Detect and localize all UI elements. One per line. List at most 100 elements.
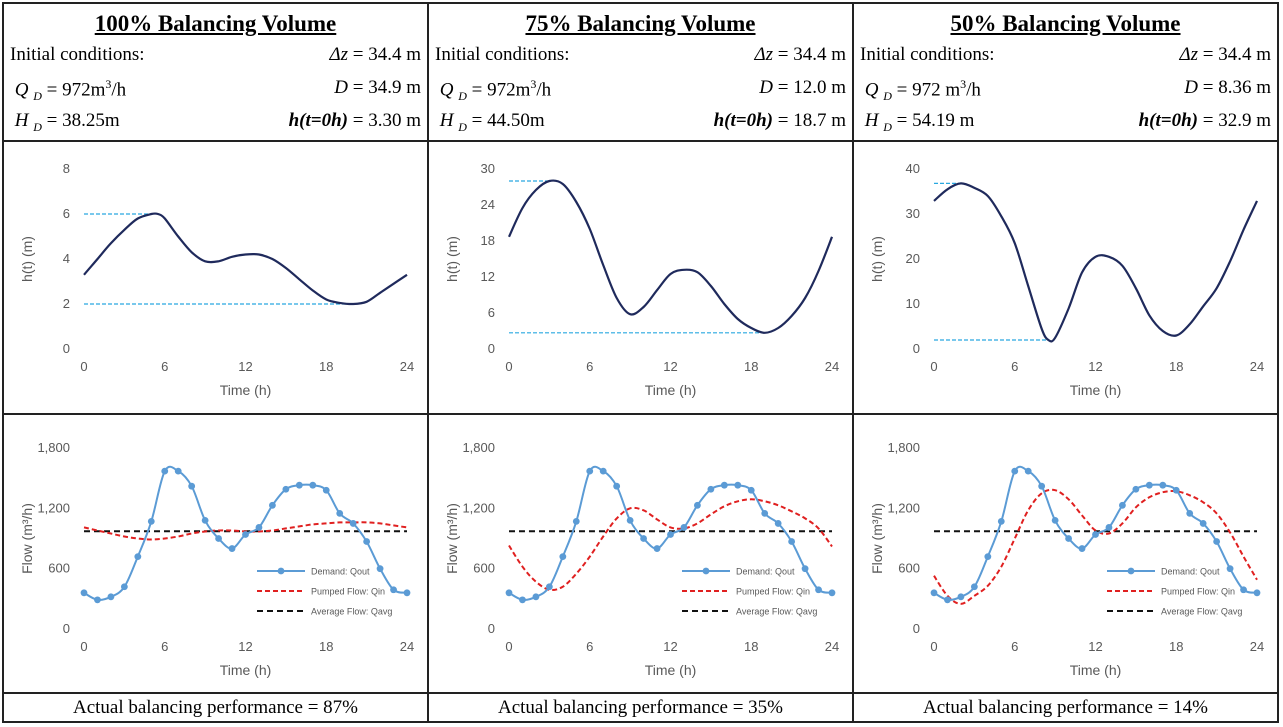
flow-chart-cell: 0 600 1,200 1,800 0 6 12 18 24 Time (h) Flow (m³/h… (4, 415, 427, 694)
x-tick-label: 12 (1088, 359, 1102, 374)
design-flow-value: Q D = 972m3/h (10, 77, 126, 104)
demand-point (363, 538, 371, 545)
initial-conditions-label: Initial conditions: (10, 44, 145, 65)
chart-svg: 0 600 1,200 1,800 0 6 12 18 24 Time (h) Flow (m³/h… (19, 440, 414, 678)
demand-point (1119, 501, 1126, 509)
demand-point (94, 596, 101, 604)
legend-pumped-label: Pumped Flow: Qin (736, 587, 810, 597)
tank-level-chart-cell: 0 6 12 18 24 30 0 6 12 18 24 Time (h) h(t) (m) (429, 142, 852, 415)
balancing-performance: Actual balancing performance = 87% (72, 697, 359, 718)
d-symbol: D (334, 77, 348, 98)
demand-point (376, 565, 384, 573)
demand-point (747, 486, 755, 494)
x-tick-label: 18 (319, 639, 333, 654)
design-flow-number: = 972m (471, 79, 531, 101)
legend-pumped-label: Pumped Flow: Qin (311, 587, 385, 597)
design-head-number: = 44.50m (471, 110, 545, 131)
demand-point (694, 501, 701, 509)
x-axis-label: Time (h) (645, 382, 697, 398)
legend-demand-marker (277, 567, 285, 575)
demand-point (336, 509, 344, 517)
design-flow-value: Q D = 972 m3/h (860, 77, 981, 104)
x-tick-label: 18 (744, 639, 758, 654)
demand-point (120, 583, 128, 591)
initial-level-number: = 18.7 m (777, 110, 846, 131)
demand-point (828, 589, 836, 597)
chart-svg: 0 600 1,200 1,800 0 6 12 18 24 Time (h) Flow (m³/h… (869, 440, 1264, 678)
y-axis-label: Flow (m³/h) (444, 503, 460, 574)
y-tick-label: 1,200 (887, 500, 920, 515)
design-flow-number: = 972 m (896, 79, 961, 101)
demand-point (1159, 481, 1167, 489)
diameter-value: D = 8.36 m (1184, 77, 1271, 99)
panel-100: 100% Balancing Volume Initial conditions… (4, 4, 429, 721)
demand-point (532, 593, 540, 601)
y-tick-label: 4 (63, 251, 70, 266)
initial-level-symbol: h(t=0h) (713, 110, 773, 131)
y-axis-label: h(t) (m) (19, 236, 35, 282)
x-tick-label: 18 (1169, 639, 1183, 654)
demand-point (269, 501, 276, 509)
tank-level-series-line (507, 179, 834, 334)
y-tick-label: 6 (63, 206, 70, 221)
flow-chart-cell: 0 600 1,200 1,800 0 6 12 18 24 Time (h) Flow (m³/h… (854, 415, 1277, 694)
demand-point (1172, 486, 1180, 494)
initial-conditions-label: Initial conditions: (860, 44, 995, 65)
x-tick-label: 0 (80, 359, 87, 374)
tank-level-series-line (933, 182, 1258, 343)
pumped-flow-line (933, 488, 1258, 605)
h-symbol: H (864, 110, 879, 131)
x-tick-label: 18 (1169, 359, 1183, 374)
demand-point (80, 589, 88, 597)
panel-title: 50% Balancing Volume (950, 11, 1181, 36)
delta-z-symbol: Δz (1179, 44, 1198, 65)
demand-point (957, 593, 965, 601)
demand-point (734, 481, 742, 489)
panel-50: 50% Balancing Volume Initial conditions:… (854, 4, 1277, 721)
demand-point (653, 545, 661, 552)
y-tick-label: 600 (473, 561, 495, 576)
demand-point (572, 518, 580, 525)
demand-point (559, 553, 567, 560)
demand-point (801, 565, 809, 573)
x-tick-label: 6 (586, 359, 593, 374)
balancing-performance: Actual balancing performance = 35% (497, 697, 784, 718)
q-symbol: Q (864, 79, 879, 101)
y-axis-label: h(t) (m) (869, 236, 885, 282)
demand-point (545, 583, 553, 591)
delta-z-value: Δz = 34.4 m (1179, 44, 1271, 66)
y-tick-label: 1,200 (462, 500, 495, 515)
demand-point (1051, 517, 1059, 524)
legend-demand-label: Demand: Qout (311, 567, 370, 577)
design-head-number: = 54.19 m (896, 110, 975, 131)
demand-point (519, 596, 526, 604)
demand-point (295, 481, 303, 489)
x-tick-label: 0 (505, 359, 512, 374)
tank-level-chart-cell: 0 10 20 30 40 0 6 12 18 24 Time (h) h(t) (m) (854, 142, 1277, 415)
diameter-value: D = 12.0 m (759, 77, 846, 99)
tank-level-chart-cell: 0 2 4 6 8 0 6 12 18 24 Time (h) h(t) (m) (4, 142, 427, 415)
legend-average-label: Average Flow: Qavg (311, 607, 392, 617)
y-tick-label: 20 (906, 251, 920, 266)
demand-point (390, 586, 397, 594)
y-tick-label: 1,200 (37, 500, 70, 515)
balancing-performance: Actual balancing performance = 14% (922, 697, 1209, 718)
demand-point (1105, 524, 1113, 531)
diameter-value: D = 34.9 m (334, 77, 421, 99)
x-tick-label: 6 (1011, 359, 1018, 374)
conditions-header: 75% Balancing Volume Initial conditions:… (429, 4, 852, 142)
x-tick-label: 6 (161, 639, 168, 654)
x-axis-label: Time (h) (220, 382, 272, 398)
q-symbol: Q (14, 79, 29, 101)
demand-point (309, 481, 317, 489)
demand-point (349, 520, 357, 527)
h-symbol: H (14, 110, 29, 131)
y-tick-label: 0 (488, 341, 495, 356)
demand-point (815, 586, 822, 594)
d-symbol: D (1184, 77, 1198, 98)
demand-point (984, 553, 992, 560)
demand-point (188, 482, 196, 490)
demand-point (1011, 467, 1019, 475)
